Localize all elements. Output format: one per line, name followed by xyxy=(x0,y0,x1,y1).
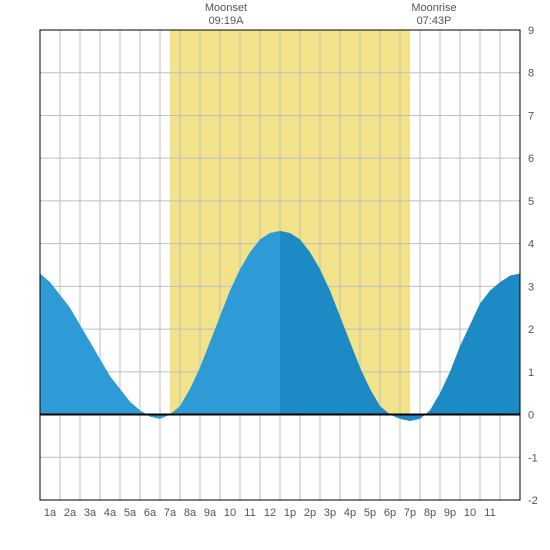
svg-text:11: 11 xyxy=(484,507,495,519)
svg-text:9p: 9p xyxy=(444,507,456,519)
svg-text:6: 6 xyxy=(528,153,534,165)
chart-svg: -2-101234567891a2a3a4a5a6a7a8a9a1011121p… xyxy=(0,0,550,550)
svg-text:-2: -2 xyxy=(528,495,538,507)
svg-text:4p: 4p xyxy=(344,507,356,519)
svg-text:8p: 8p xyxy=(424,507,436,519)
svg-text:1p: 1p xyxy=(284,507,296,519)
svg-text:6p: 6p xyxy=(384,507,396,519)
svg-text:9: 9 xyxy=(528,25,534,37)
moonset-title: Moonset xyxy=(196,2,256,15)
svg-text:12: 12 xyxy=(264,507,276,519)
svg-text:4: 4 xyxy=(528,239,534,251)
svg-text:3: 3 xyxy=(528,281,534,293)
svg-text:6a: 6a xyxy=(144,507,157,519)
moonset-annotation: Moonset 09:19A xyxy=(196,2,256,28)
svg-text:7: 7 xyxy=(528,110,534,122)
svg-text:9a: 9a xyxy=(204,507,217,519)
svg-text:3p: 3p xyxy=(324,507,336,519)
svg-text:-1: -1 xyxy=(528,452,538,464)
svg-text:10: 10 xyxy=(464,507,476,519)
svg-text:1a: 1a xyxy=(44,507,57,519)
svg-text:4a: 4a xyxy=(104,507,117,519)
svg-text:7a: 7a xyxy=(164,507,177,519)
svg-text:5a: 5a xyxy=(124,507,137,519)
svg-text:7p: 7p xyxy=(404,507,416,519)
svg-text:11: 11 xyxy=(244,507,255,519)
svg-text:1: 1 xyxy=(528,367,534,379)
svg-text:0: 0 xyxy=(528,410,534,422)
svg-text:2: 2 xyxy=(528,324,534,336)
svg-text:5p: 5p xyxy=(364,507,376,519)
tide-chart: -2-101234567891a2a3a4a5a6a7a8a9a1011121p… xyxy=(0,0,550,550)
svg-text:8: 8 xyxy=(528,68,534,80)
svg-text:10: 10 xyxy=(224,507,236,519)
moonset-time: 09:19A xyxy=(196,15,256,28)
svg-text:2a: 2a xyxy=(64,507,77,519)
moonrise-title: Moonrise xyxy=(404,2,464,15)
svg-text:5: 5 xyxy=(528,196,534,208)
svg-text:8a: 8a xyxy=(184,507,197,519)
moonrise-time: 07:43P xyxy=(404,15,464,28)
svg-text:3a: 3a xyxy=(84,507,97,519)
moonrise-annotation: Moonrise 07:43P xyxy=(404,2,464,28)
svg-text:2p: 2p xyxy=(304,507,316,519)
